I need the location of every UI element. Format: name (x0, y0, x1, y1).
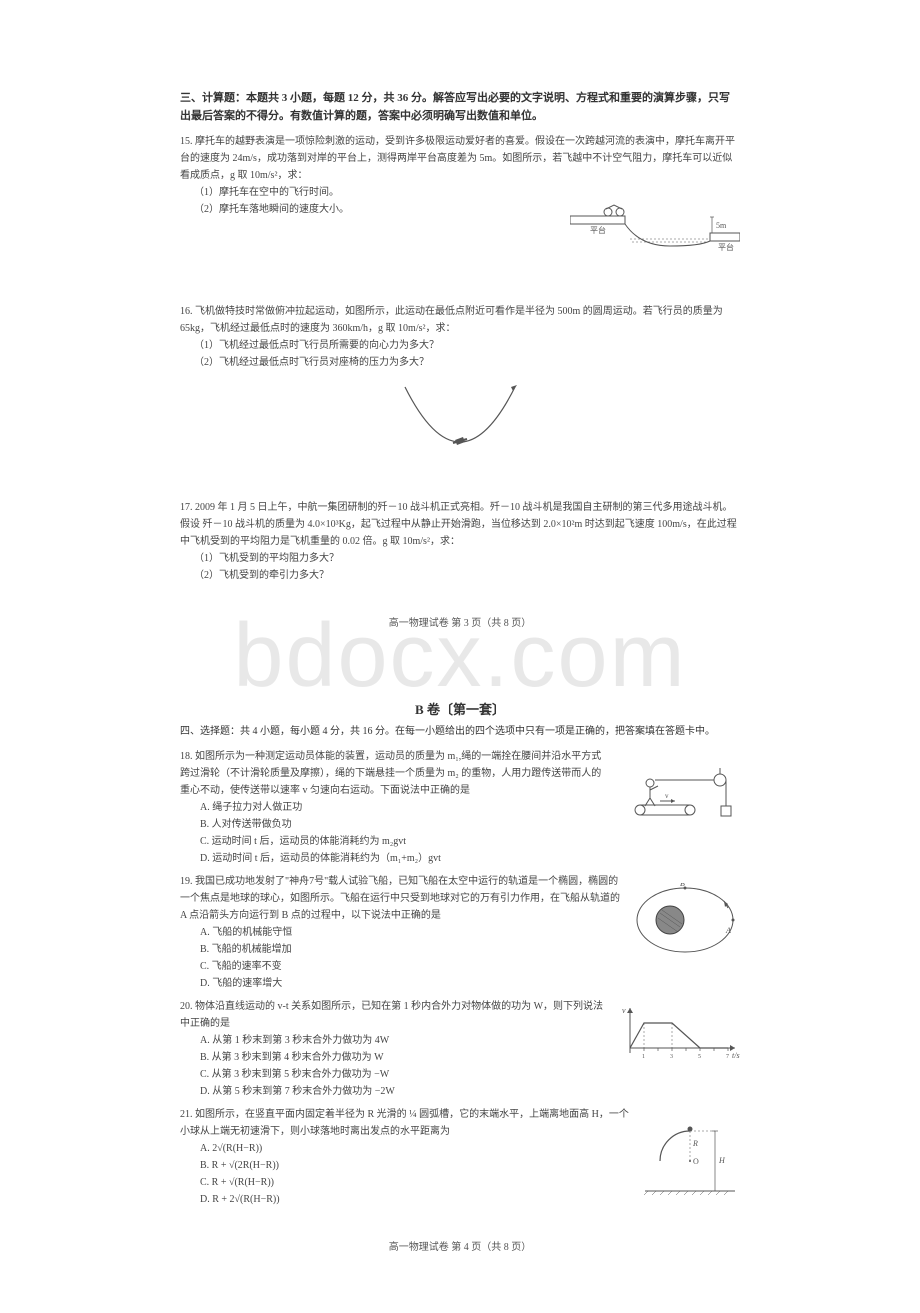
q16-num: 16. (180, 306, 193, 317)
page-3: 三、计算题：本题共 3 小题，每题 12 分，共 36 分。解答应写出必要的文字… (0, 0, 920, 669)
svg-text:5m: 5m (716, 221, 727, 230)
svg-text:7: 7 (726, 1054, 729, 1060)
q20-figure: v t/s 1 3 5 7 (620, 1003, 740, 1069)
page-3-footer: 高一物理试卷 第 3 页（共 8 页） (180, 614, 740, 629)
page-4: B 卷〔第一套〕 四、选择题：共 4 小题，每小题 4 分，共 16 分。在每一… (0, 669, 920, 1313)
q15-text: 摩托车的越野表演是一项惊险刺激的运动，受到许多极限运动爱好者的喜爱。假设在一次跨… (180, 136, 735, 181)
svg-text:平台: 平台 (718, 242, 734, 252)
svg-text:5: 5 (698, 1054, 701, 1060)
question-20: v t/s 1 3 5 7 20. 物体沿直线 (180, 998, 740, 1100)
q16-sub1: （1）飞机经过最低点时飞行员所需要的向心力为多大？ (180, 337, 740, 354)
q19-num: 19. (180, 876, 193, 887)
question-18: v 18. 如图所示为一种测定运动员体能的装置，运动员的质量为 m₁,绳的一端拴… (180, 748, 740, 867)
q16-text: 飞机做特技时常做俯冲拉起运动，如图所示，此运动在最低点附近可看作是半径为 500… (180, 306, 723, 334)
svg-text:3: 3 (670, 1054, 673, 1060)
svg-text:1: 1 (642, 1054, 645, 1060)
q15-sub1: （1）摩托车在空中的飞行时间。 (180, 184, 740, 201)
question-15: 15. 摩托车的越野表演是一项惊险刺激的运动，受到许多极限运动爱好者的喜爱。假设… (180, 133, 740, 267)
svg-text:t/s: t/s (732, 1051, 740, 1060)
svg-text:H: H (718, 1156, 726, 1165)
q18-optD: D. 运动时间 t 后，运动员的体能消耗约为（m₁+m₂）gvt (180, 850, 740, 867)
svg-text:R: R (692, 1139, 698, 1148)
b-section-header: B 卷〔第一套〕 (180, 699, 740, 718)
svg-text:B: B (680, 883, 685, 888)
q18-num: 18. (180, 751, 193, 762)
q21-text: 如图所示，在竖直平面内固定着半径为 R 光滑的 ¼ 圆弧槽，它的末端水平，上端离… (180, 1109, 629, 1137)
question-21: O R (180, 1106, 740, 1208)
q20-text: 物体沿直线运动的 v-t 关系如图所示，已知在第 1 秒内合外力对物体做的功为 … (180, 1001, 603, 1029)
q17-text: 2009 年 1 月 5 日上午，中航一集团研制的歼－10 战斗机正式亮相。歼－… (180, 502, 737, 547)
q15-figure: 5m 平台 平台 (570, 201, 740, 267)
svg-text:平台: 平台 (590, 225, 606, 235)
q19-figure: A B (630, 883, 740, 964)
q15-num: 15. (180, 136, 193, 147)
question-16: 16. 飞机做特技时常做俯冲拉起运动，如图所示，此运动在最低点附近可看作是半径为… (180, 303, 740, 473)
q20-optD: D. 从第 5 秒末到第 7 秒末合外力做功为 −2W (180, 1083, 740, 1100)
q19-text: 我国已成功地发射了"神舟7号"载人试验飞船，已知飞船在太空中运行的轨道是一个椭圆… (180, 876, 620, 921)
q16-sub2: （2）飞机经过最低点时飞行员对座椅的压力为多大？ (180, 354, 740, 371)
section-3-header: 三、计算题：本题共 3 小题，每题 12 分，共 36 分。解答应写出必要的文字… (180, 90, 740, 125)
q18-figure: v (620, 768, 740, 829)
svg-text:v: v (622, 1006, 626, 1015)
q16-figure (180, 377, 740, 473)
q19-optD: D. 飞船的速率增大 (180, 975, 740, 992)
q18-optC: C. 运动时间 t 后，运动员的体能消耗约为 m₂gvt (180, 833, 740, 850)
svg-text:O: O (693, 1157, 699, 1166)
svg-text:v: v (665, 792, 669, 800)
q17-sub1: （1）飞机受到的平均阻力多大？ (180, 550, 740, 567)
section-4-header: 四、选择题：共 4 小题，每小题 4 分，共 16 分。在每一小题给出的四个选项… (180, 724, 740, 740)
question-19: A B 19. 我国已成功地发射了"神舟7号"载人试验飞船，已知飞船在太空中运行… (180, 873, 740, 992)
q17-num: 17. (180, 502, 193, 513)
svg-text:A: A (725, 926, 731, 935)
question-17: 17. 2009 年 1 月 5 日上午，中航一集团研制的歼－10 战斗机正式亮… (180, 499, 740, 584)
page-4-footer: 高一物理试卷 第 4 页（共 8 页） (180, 1238, 740, 1253)
q17-sub2: （2）飞机受到的牵引力多大？ (180, 567, 740, 584)
q20-num: 20. (180, 1001, 193, 1012)
q18-text: 如图所示为一种测定运动员体能的装置，运动员的质量为 m₁,绳的一端拴在腰间并沿水… (180, 751, 601, 796)
q21-figure: O R (640, 1121, 740, 1207)
q21-num: 21. (180, 1109, 193, 1120)
